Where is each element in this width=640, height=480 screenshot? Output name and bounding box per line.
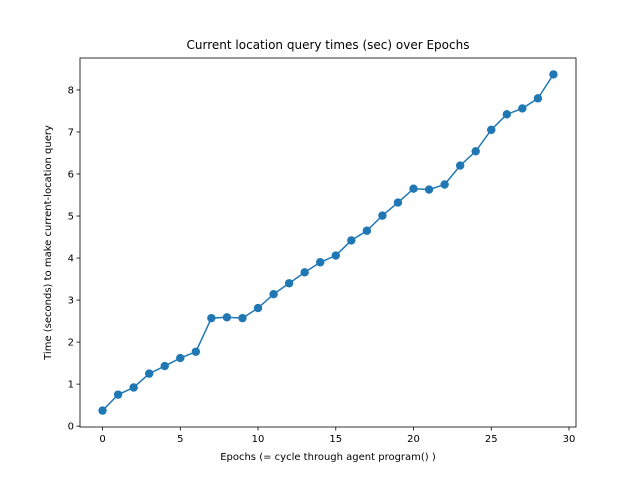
data-point [300,268,309,277]
data-point [222,313,232,322]
y-tick-label: 1 [68,380,74,391]
chart-title: Current location query times (sec) over … [187,38,470,52]
y-tick-label: 0 [68,422,74,433]
data-point [253,303,263,313]
x-tick-label: 20 [407,434,420,445]
x-tick-label: 30 [563,434,576,445]
y-tick-label: 7 [68,127,74,138]
x-tick-label: 0 [99,434,105,445]
data-point [113,390,123,399]
x-axis-label: Epochs (= cycle through agent program() … [220,452,436,463]
y-axis-label: Time (seconds) to make current-location … [43,125,54,361]
data-point [331,251,340,260]
data-point [316,258,325,267]
data-point [238,313,247,323]
y-tick-label: 8 [68,85,74,96]
data-point [378,211,387,220]
data-point [284,279,294,288]
data-point [393,198,403,207]
data-point [207,313,216,323]
data-point [269,289,278,299]
x-tick-label: 10 [252,434,265,445]
y-tick-label: 3 [68,296,74,307]
y-tick-label: 5 [68,212,74,223]
x-axis: 0 5 10 15 20 25 30 [99,427,575,445]
data-point [549,70,558,79]
plot-layer [98,70,558,415]
y-axis: 0 1 2 3 4 5 6 7 8 [68,85,80,433]
data-point [471,147,480,156]
data-point [424,185,434,194]
data-point [409,184,418,193]
data-point [191,347,201,356]
data-point [455,161,465,170]
data-point [347,236,356,245]
data-point [502,110,512,119]
data-point [160,361,169,371]
data-point [144,369,154,378]
data-point [533,94,543,103]
data-point [440,180,449,189]
x-tick-label: 5 [177,434,183,445]
y-tick-label: 2 [68,338,74,349]
data-point [362,226,372,235]
data-point [129,383,138,392]
data-point [176,353,185,363]
axes-frame [79,57,577,428]
data-point [487,125,496,135]
data-point [98,406,107,415]
y-tick-label: 4 [68,254,74,265]
x-tick-label: 15 [329,434,342,445]
x-tick-label: 25 [485,434,498,445]
data-point [518,104,527,113]
y-tick-label: 6 [68,169,74,180]
